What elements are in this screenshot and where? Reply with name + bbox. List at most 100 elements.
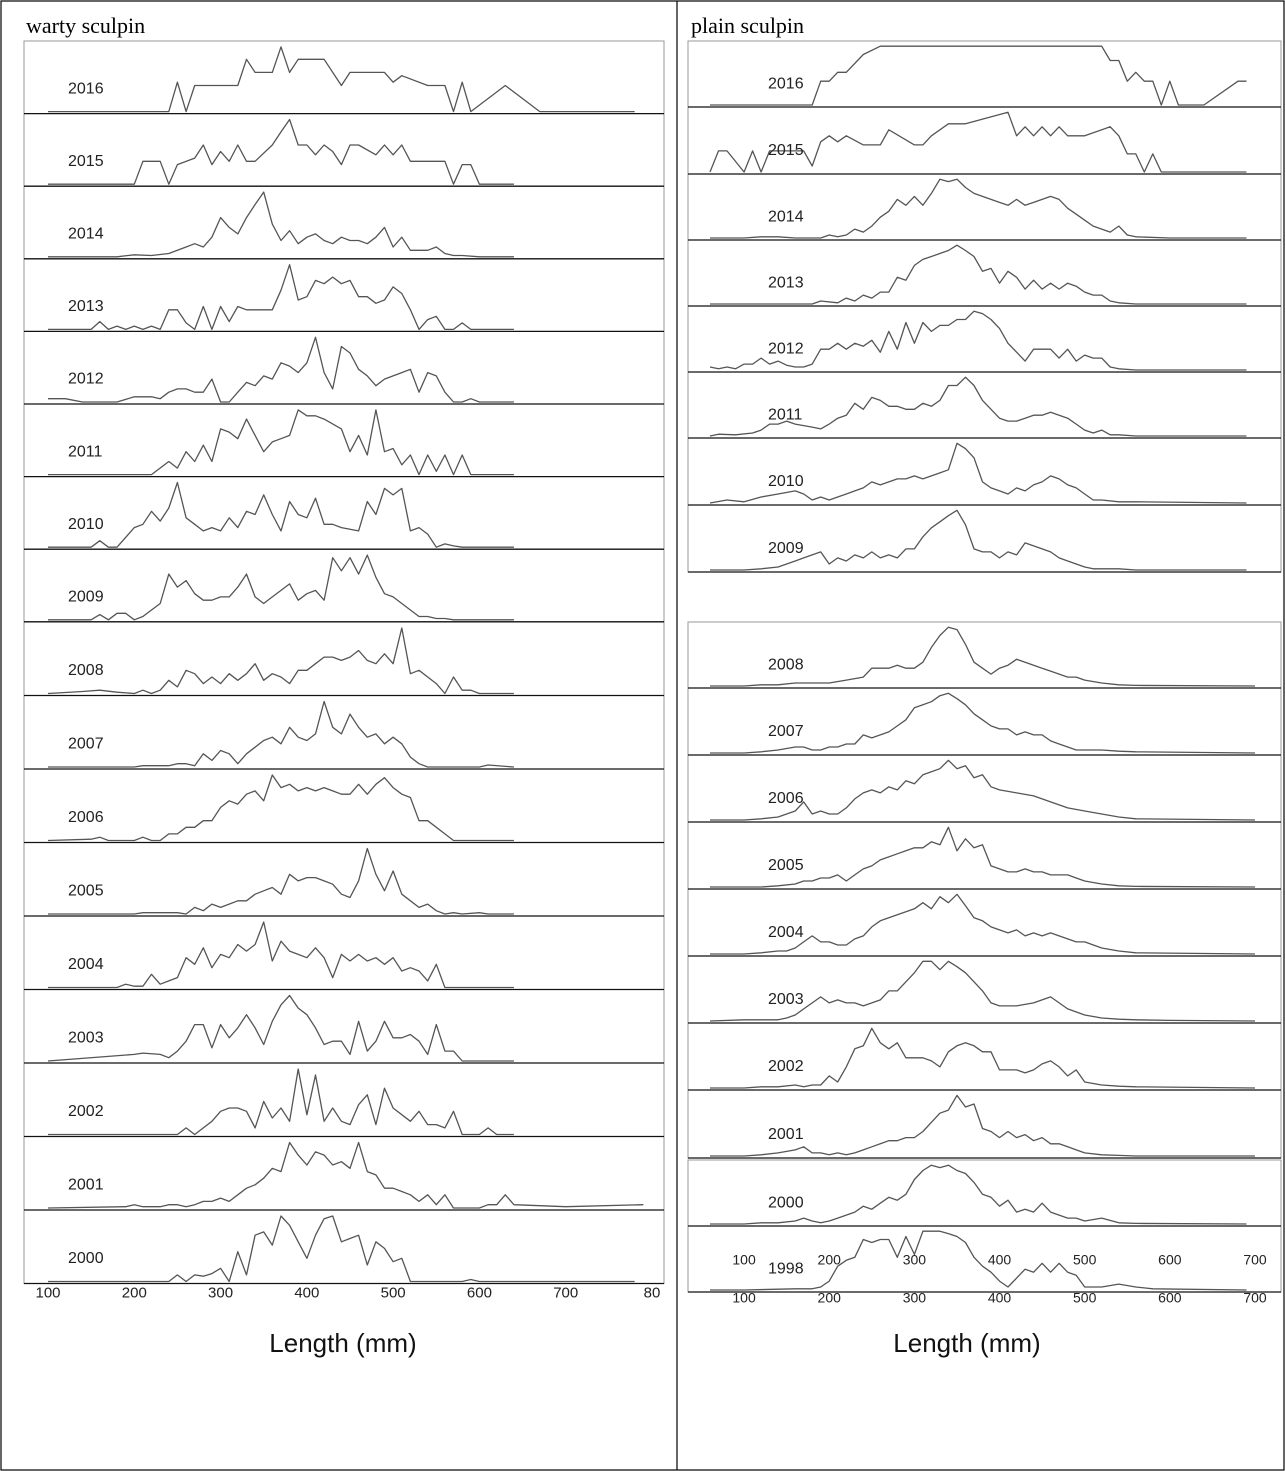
warty-sculpin-strip-2001: 2001 [24, 1141, 664, 1211]
warty-sculpin-series-line-2006 [47, 774, 514, 842]
plain-sculpin-x-axis-title: Length (mm) [893, 1328, 1040, 1358]
warty-sculpin-series-label-2006: 2006 [68, 809, 104, 826]
warty-sculpin-series-label-2011: 2011 [68, 443, 103, 460]
warty-sculpin-tick-label-80: 80 [644, 1284, 661, 1301]
plain-sculpin-series-label-2003: 2003 [768, 991, 804, 1008]
warty-sculpin-x-axis: 100 200 300 400 500 600 700 80 [35, 1284, 660, 1301]
warty-sculpin-series-label-2012: 2012 [68, 371, 104, 388]
plain-sculpin-frame-2 [687, 1159, 1282, 1227]
plain-sculpin-series-label-2012: 2012 [768, 341, 804, 358]
warty-sculpin-strip-2007: 2007 [24, 700, 664, 770]
warty-sculpin-series-line-2004 [48, 921, 514, 989]
warty-sculpin-series-line-2000 [48, 1215, 635, 1283]
plain-sculpin-tick-label-upper-400: 400 [988, 1251, 1012, 1267]
warty-sculpin-series-label-2003: 2003 [68, 1029, 104, 1046]
plain-sculpin-strip-2004: 2004 [688, 893, 1281, 957]
plain-sculpin-series-line-2006 [710, 759, 1256, 821]
warty-sculpin-strip-2002: 2002 [24, 1068, 664, 1138]
plain-sculpin-series-line-2005 [710, 826, 1256, 888]
warty-sculpin-strip-2013: 2013 [24, 264, 664, 333]
warty-sculpin-series-label-2013: 2013 [68, 298, 104, 315]
plain-sculpin-series-label-2000: 2000 [768, 1195, 804, 1212]
plain-sculpin-strip-2002: 2002 [688, 1027, 1281, 1091]
plain-sculpin-series-line-2009 [710, 509, 1247, 571]
warty-sculpin-series-line-2015 [48, 118, 514, 185]
plain-sculpin-strip-2011: 2011 [688, 376, 1281, 439]
warty-sculpin-tick-label-200: 200 [122, 1284, 147, 1301]
warty-sculpin-series-line-2008 [47, 627, 514, 695]
plain-sculpin-strip-2008: 2008 [688, 626, 1281, 689]
plain-sculpin-series-line-2012 [709, 310, 1247, 371]
warty-sculpin-series-line-2011 [48, 409, 514, 476]
warty-sculpin-strip-2016: 2016 [24, 46, 664, 115]
plain-sculpin-strip-2014: 2014 [688, 178, 1281, 241]
warty-sculpin-title: warty sculpin [26, 13, 145, 38]
warty-sculpin-x-axis-title: Length (mm) [269, 1328, 416, 1358]
plain-sculpin-tick-label-lower-100: 100 [732, 1289, 756, 1305]
warty-sculpin-strip-2000: 2000 [24, 1215, 664, 1285]
plain-sculpin-tick-label-lower-600: 600 [1158, 1289, 1182, 1305]
warty-sculpin-strip-2003: 2003 [24, 994, 664, 1064]
plain-sculpin-series-line-2011 [709, 376, 1247, 437]
plain-sculpin-tick-label-lower-500: 500 [1073, 1289, 1097, 1305]
plain-sculpin-panel: 2016201520142013201220112010200920082007… [687, 40, 1282, 1305]
plain-sculpin-series-label-2008: 2008 [768, 657, 804, 674]
warty-sculpin-series-label-2004: 2004 [68, 956, 104, 973]
plain-sculpin-series-line-2013 [710, 244, 1247, 305]
warty-sculpin-strip-2009: 2009 [24, 554, 664, 623]
warty-sculpin-strip-2008: 2008 [24, 627, 664, 697]
plain-sculpin-tick-label-lower-200: 200 [818, 1289, 842, 1305]
plain-sculpin-series-label-2015: 2015 [768, 142, 804, 159]
warty-sculpin-series-label-2010: 2010 [68, 516, 104, 533]
plain-sculpin-series-line-2010 [709, 442, 1247, 504]
warty-sculpin-tick-label-300: 300 [208, 1284, 233, 1301]
warty-sculpin-tick-label-100: 100 [35, 1284, 60, 1301]
warty-sculpin-series-line-2014 [48, 191, 514, 258]
plain-sculpin-series-line-2000 [710, 1164, 1247, 1225]
warty-sculpin-series-line-2003 [47, 994, 514, 1062]
plain-sculpin-series-label-1998: 1998 [768, 1261, 804, 1278]
plain-sculpin-series-label-2011: 2011 [768, 407, 803, 424]
plain-sculpin-strip-2001: 2001 [688, 1094, 1281, 1159]
plain-sculpin-series-label-2007: 2007 [768, 723, 804, 740]
warty-sculpin-series-label-2008: 2008 [68, 662, 104, 679]
plain-sculpin-series-label-2002: 2002 [768, 1058, 804, 1075]
warty-sculpin-strip-2010: 2010 [24, 481, 664, 550]
plain-sculpin-tick-label-upper-100: 100 [732, 1251, 756, 1267]
plain-sculpin-strip-2006: 2006 [688, 759, 1281, 823]
warty-sculpin-tick-label-500: 500 [381, 1284, 406, 1301]
plain-sculpin-tick-label-upper-600: 600 [1158, 1251, 1182, 1267]
plain-sculpin-series-label-2016: 2016 [768, 76, 804, 93]
warty-sculpin-strip-2005: 2005 [24, 847, 664, 917]
warty-sculpin-series-line-2010 [48, 481, 514, 548]
warty-sculpin-series-line-2013 [48, 264, 514, 331]
warty-sculpin-series-label-2005: 2005 [68, 882, 104, 899]
plain-sculpin-x-axis: 100 200 300 400 500 600 700 100 200 300 400 500 600 7… [732, 1251, 1267, 1305]
warty-sculpin-strip-2012: 2012 [24, 336, 664, 405]
plain-sculpin-series-label-2010: 2010 [768, 473, 804, 490]
warty-sculpin-strip-2006: 2006 [24, 774, 664, 844]
warty-sculpin-series-label-2009: 2009 [68, 588, 104, 605]
plain-sculpin-strip-2003: 2003 [688, 960, 1281, 1024]
warty-sculpin-strip-2004: 2004 [24, 921, 664, 991]
warty-sculpin-series-label-2000: 2000 [68, 1250, 104, 1267]
plain-sculpin-strip-2000: 2000 [688, 1164, 1281, 1227]
warty-sculpin-frame-1 [23, 621, 665, 1284]
plain-sculpin-tick-label-upper-700: 700 [1243, 1251, 1267, 1267]
warty-sculpin-strip-2014: 2014 [24, 191, 664, 260]
plain-sculpin-series-line-2004 [710, 893, 1256, 955]
warty-sculpin-series-line-2012 [48, 336, 514, 403]
warty-sculpin-series-line-2016 [48, 46, 635, 113]
warty-sculpin-strip-2015: 2015 [24, 118, 664, 187]
plain-sculpin-strip-2013: 2013 [688, 244, 1281, 307]
plain-sculpin-strip-2009: 2009 [688, 509, 1281, 573]
plain-sculpin-strip-2010: 2010 [688, 442, 1281, 506]
plain-sculpin-series-label-2004: 2004 [768, 924, 804, 941]
plain-sculpin-series-line-2002 [710, 1027, 1256, 1089]
warty-sculpin-series-line-2007 [48, 700, 514, 768]
warty-sculpin-series-label-2002: 2002 [68, 1103, 104, 1120]
plain-sculpin-series-line-2014 [710, 178, 1247, 239]
plain-sculpin-series-line-2015 [709, 111, 1247, 173]
